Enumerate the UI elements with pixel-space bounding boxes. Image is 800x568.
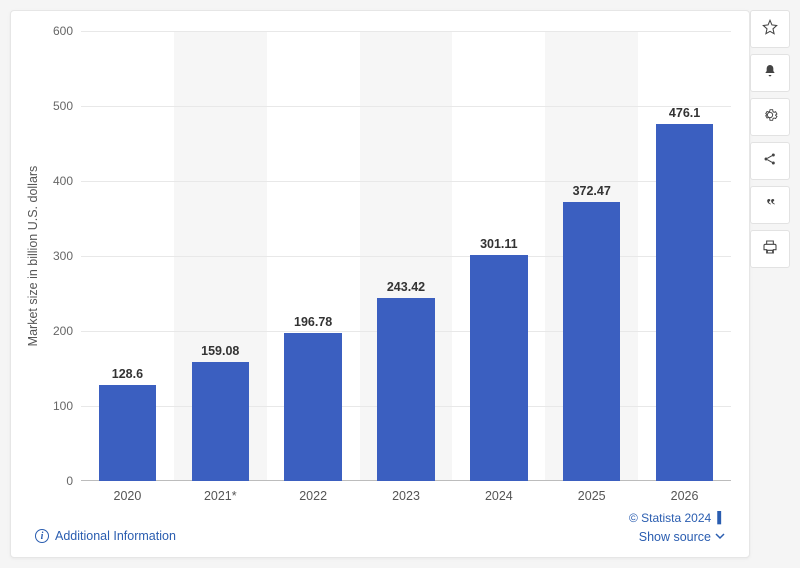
y-tick-label: 100 <box>33 399 73 413</box>
bar[interactable]: 243.42 <box>377 298 435 481</box>
flag-icon: ▌ <box>717 512 725 524</box>
gridline <box>81 106 731 107</box>
y-tick-label: 200 <box>33 324 73 338</box>
gear-icon <box>762 107 778 128</box>
chart-card: 128.6 159.08 196.78 243.42 301.11 372.47 476.1… <box>10 10 750 558</box>
show-source-label: Show source <box>639 530 711 544</box>
bar[interactable]: 159.08 <box>192 362 250 481</box>
bell-icon <box>762 63 778 84</box>
notify-button[interactable] <box>750 54 790 92</box>
additional-info-link[interactable]: i Additional Information <box>35 529 176 543</box>
gridline <box>81 256 731 257</box>
plot-region: 128.6 159.08 196.78 243.42 301.11 372.47 476.1 <box>81 31 731 481</box>
chevron-down-icon <box>715 530 725 544</box>
x-tick-label: 2021* <box>204 489 237 503</box>
bar[interactable]: 196.78 <box>284 333 342 481</box>
chart-footer: i Additional Information © Statista 2024… <box>11 507 749 547</box>
gridline <box>81 31 731 32</box>
y-tick-label: 600 <box>33 24 73 38</box>
print-button[interactable] <box>750 230 790 268</box>
x-tick-label: 2023 <box>392 489 420 503</box>
show-source-link[interactable]: Show source <box>639 530 725 544</box>
x-tick-label: 2022 <box>299 489 327 503</box>
y-tick-label: 300 <box>33 249 73 263</box>
y-tick-label: 0 <box>33 474 73 488</box>
y-tick-label: 400 <box>33 174 73 188</box>
bar[interactable]: 476.1 <box>656 124 714 481</box>
toolbar: ‟ <box>750 10 790 268</box>
share-icon <box>762 151 778 172</box>
bar-value-label: 476.1 <box>656 106 714 120</box>
quote-icon: ‟ <box>767 195 774 216</box>
gridline <box>81 181 731 182</box>
y-tick-label: 500 <box>33 99 73 113</box>
bar[interactable]: 301.11 <box>470 255 528 481</box>
bar[interactable]: 372.47 <box>563 202 621 481</box>
print-icon <box>762 239 778 260</box>
x-tick-label: 2026 <box>671 489 699 503</box>
bar-value-label: 196.78 <box>284 315 342 329</box>
x-tick-label: 2025 <box>578 489 606 503</box>
settings-button[interactable] <box>750 98 790 136</box>
cite-button[interactable]: ‟ <box>750 186 790 224</box>
chart-area: 128.6 159.08 196.78 243.42 301.11 372.47 476.1… <box>81 31 731 481</box>
x-tick-label: 2024 <box>485 489 513 503</box>
star-icon <box>762 19 778 40</box>
favorite-button[interactable] <box>750 10 790 48</box>
x-tick-label: 2020 <box>114 489 142 503</box>
info-icon: i <box>35 529 49 543</box>
bar-value-label: 243.42 <box>377 280 435 294</box>
additional-info-label: Additional Information <box>55 529 176 543</box>
bar-value-label: 301.11 <box>470 237 528 251</box>
copyright-text: © Statista 2024 ▌ <box>629 511 725 525</box>
bar-value-label: 159.08 <box>192 344 250 358</box>
share-button[interactable] <box>750 142 790 180</box>
copyright-label: © Statista 2024 <box>629 511 711 525</box>
bar-value-label: 372.47 <box>563 184 621 198</box>
bar[interactable]: 128.6 <box>99 385 157 481</box>
bar-value-label: 128.6 <box>99 367 157 381</box>
